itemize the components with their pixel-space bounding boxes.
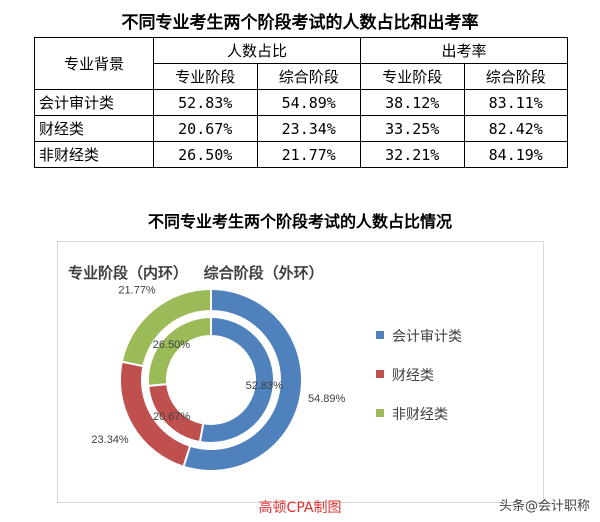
inner-ring-label-1: 20.67% [153,411,191,423]
subheader-cell: 综合阶段 [256,63,361,90]
table-cell: 32.21% [360,141,465,168]
inner-ring-slice-0 [198,315,275,444]
table-cell: 84.19% [463,141,568,168]
table-cell: 54.89% [256,89,361,116]
legend-label-0: 会计审计类 [392,329,462,345]
legend-label-2: 非财经类 [392,407,448,423]
outer-ring-slice-2 [120,287,212,368]
table-cell: 20.67% [153,115,258,142]
subheader-cell: 综合阶段 [463,63,568,90]
credit-text: 高顿CPA制图 [258,500,342,516]
header-group-ratio: 人数占比 [153,37,361,64]
row-name: 财经类 [34,115,154,142]
row-name: 非财经类 [34,141,154,168]
table-subheader-row: 专业阶段 综合阶段 专业阶段 综合阶段 [35,63,568,90]
table-row: 会计审计类 52.83% 54.89% 38.12% 83.11% [34,89,568,116]
legend-swatch-0 [376,331,384,339]
table-title: 不同专业考生两个阶段考试的人数占比和出考率 [121,13,479,33]
donut-chart: 专业阶段（内环） 综合阶段（外环） 52.83% 20.67% 26.50% 54.8… [68,264,462,472]
inner-ring-slice-2 [147,315,212,388]
table-cell: 21.77% [256,141,361,168]
header-background: 专业背景 [34,37,154,90]
outer-ring-label-0: 54.89% [308,393,346,405]
table-cell: 33.25% [360,115,465,142]
table-cell: 26.50% [153,141,258,168]
subheader-cell: 专业阶段 [153,63,258,90]
legend-swatch-1 [376,370,384,378]
chart-title: 不同专业考生两个阶段考试的人数占比情况 [147,212,452,231]
outer-ring-label-2: 21.77% [118,284,156,296]
chart-subtitle: 专业阶段（内环） 综合阶段（外环） [68,264,324,282]
legend-label-1: 财经类 [392,368,434,384]
inner-ring-label-2: 26.50% [153,339,191,351]
table-cell: 82.42% [463,115,568,142]
row-name: 会计审计类 [34,89,154,116]
header-group-rate: 出考率 [360,37,568,64]
table-cell: 52.83% [153,89,258,116]
table-cell: 83.11% [463,89,568,116]
table-row: 财经类 20.67% 23.34% 33.25% 82.42% [34,115,568,142]
outer-ring-slice-0 [182,287,303,472]
table-row: 非财经类 26.50% 21.77% 32.21% 84.19% [34,141,568,168]
chart-area: 专业阶段（内环） 综合阶段（外环） 52.83% 20.67% 26.50% 54.8… [57,241,544,503]
inner-ring-label-0: 52.83% [246,380,284,392]
legend-swatch-2 [376,409,384,417]
subheader-cell: 专业阶段 [360,63,465,90]
table-cell: 23.34% [256,115,361,142]
outer-ring-label-1: 23.34% [91,434,129,446]
table-header-row: 专业背景 人数占比 出考率 [34,37,568,90]
watermark-text: 头条@会计职称 [498,499,590,514]
table-cell: 38.12% [360,89,465,116]
data-table: 专业背景 人数占比 出考率 专业阶段 综合阶段 专业阶段 综合阶段 会计审计类 … [34,37,568,168]
